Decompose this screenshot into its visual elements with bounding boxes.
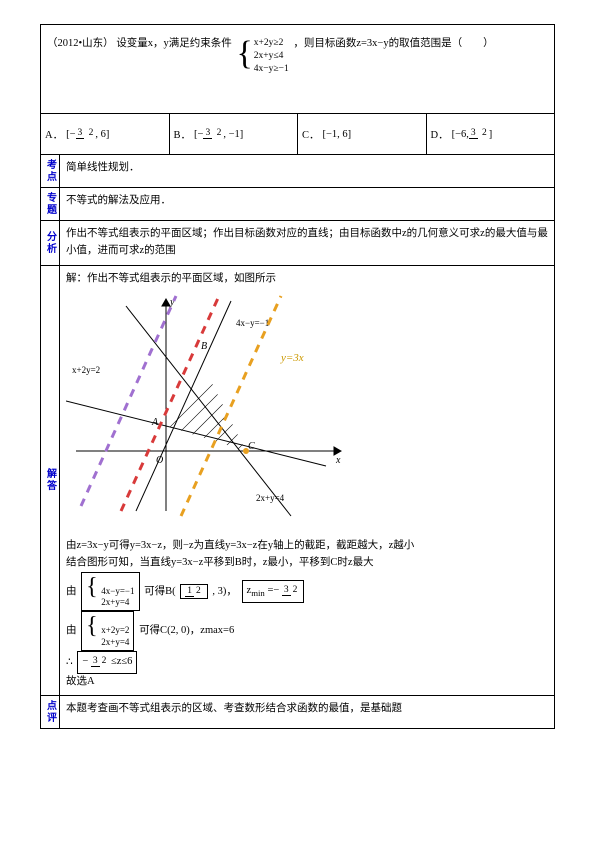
option-c-prefix: C． bbox=[302, 127, 320, 142]
option-d-tail: ] bbox=[489, 129, 493, 140]
option-b-lead: [− bbox=[194, 129, 203, 140]
fenxi-value: 作出不等式组表示的平面区域；作出目标函数对应的直线；由目标函数中z的几何意义可求… bbox=[60, 221, 554, 265]
y3x-label: y=3x bbox=[280, 352, 304, 364]
dianping-row: 点评 本题考查画不等式组表示的区域、考查数形结合求函数的最值，是基础题 bbox=[41, 696, 554, 729]
constraint-body: x+2y≥2 2x+y≤4 4x−y≥−1 bbox=[254, 37, 289, 75]
option-c-text: [−1, 6] bbox=[323, 129, 352, 140]
constraint-2: 2x+y≤4 bbox=[254, 50, 289, 63]
option-c[interactable]: C． [−1, 6] bbox=[298, 114, 427, 154]
solve-b: 由 { 4x−y=−1 2x+y=4 可得B( 12 , 3)， zmin =−… bbox=[66, 572, 548, 612]
constraint-3: 4x−y≥−1 bbox=[254, 63, 289, 76]
brace-icon: { bbox=[236, 37, 252, 75]
final-line: 故选A bbox=[66, 674, 548, 691]
option-b-prefix: B． bbox=[174, 127, 192, 142]
x-axis-label: x bbox=[335, 455, 341, 466]
solution-label: 解答 bbox=[41, 266, 60, 696]
kaodian-row: 考点 简单线性规划． bbox=[41, 155, 554, 188]
option-d[interactable]: D． [−6, 3 2 ] bbox=[427, 114, 555, 154]
option-d-lead: [−6, bbox=[452, 129, 469, 140]
option-d-frac: 3 2 bbox=[469, 129, 489, 139]
option-a[interactable]: A． [− 3 2 , 6] bbox=[41, 114, 170, 154]
vertex-b: B bbox=[201, 341, 207, 352]
point-c-icon bbox=[243, 448, 249, 454]
feasible-region-chart: y x O 4x−y=−1 x+2y=2 2x+y=4 bbox=[66, 291, 356, 528]
half-frac: 12 bbox=[180, 584, 208, 600]
zhuanti-label: 专题 bbox=[41, 188, 60, 220]
range-line: ∴ − 32 ≤z≤6 bbox=[66, 651, 548, 674]
system-c: { x+2y=2 2x+y=4 bbox=[81, 611, 134, 651]
zmin-box: zmin =− 32 bbox=[242, 580, 305, 603]
fenxi-row: 分析 作出不等式组表示的平面区域；作出目标函数对应的直线；由目标函数中z的几何意… bbox=[41, 221, 554, 266]
option-b-tail: , −1] bbox=[223, 129, 243, 140]
option-b[interactable]: B． [− 3 2 , −1] bbox=[170, 114, 299, 154]
brace-icon: { bbox=[86, 613, 98, 639]
l2-label: x+2y=2 bbox=[72, 365, 100, 375]
system-b: { 4x−y=−1 2x+y=4 bbox=[81, 572, 139, 612]
kaodian-value: 简单线性规划． bbox=[60, 155, 554, 187]
range-box: − 32 ≤z≤6 bbox=[77, 651, 137, 674]
problem-text: （2012•山东） 设变量x，y满足约束条件 { x+2y≥2 2x+y≤4 4… bbox=[47, 35, 548, 75]
solve-c: 由 { x+2y=2 2x+y=4 可得C(2, 0)，zmax=6 bbox=[66, 611, 548, 651]
vertex-c: C bbox=[248, 441, 255, 452]
brace-icon: { bbox=[86, 574, 98, 600]
option-a-prefix: A． bbox=[45, 127, 63, 142]
option-a-frac: 3 2 bbox=[76, 129, 96, 139]
option-a-lead: [− bbox=[66, 129, 75, 140]
option-b-frac: 3 2 bbox=[203, 129, 223, 139]
option-a-tail: , 6] bbox=[95, 129, 109, 140]
problem-post: ，则目标函数z=3x−y的取值范围是（ ） bbox=[293, 38, 493, 49]
chart-bg bbox=[66, 291, 356, 521]
vertex-a: A bbox=[151, 417, 159, 428]
zhuanti-value: 不等式的解法及应用． bbox=[60, 188, 554, 220]
problem-cell: （2012•山东） 设变量x，y满足约束条件 { x+2y≥2 2x+y≤4 4… bbox=[41, 25, 554, 114]
chart-svg: y x O 4x−y=−1 x+2y=2 2x+y=4 bbox=[66, 291, 356, 521]
dianping-label: 点评 bbox=[41, 696, 60, 728]
solution-row: 解答 解：作出不等式组表示的平面区域，如图所示 y x O bbox=[41, 266, 554, 697]
solution-line1: 由z=3x−y可得y=3x−z，则−z为直线y=3x−z在y轴上的截距，截距越大… bbox=[66, 538, 548, 555]
constraint-system: { x+2y≥2 2x+y≤4 4x−y≥−1 bbox=[236, 37, 288, 75]
l1-label: 4x−y=−1 bbox=[236, 318, 269, 328]
dianping-value: 本题考查画不等式组表示的区域、考查数形结合求函数的最值，是基础题 bbox=[60, 696, 554, 728]
zhuanti-row: 专题 不等式的解法及应用． bbox=[41, 188, 554, 221]
solution-head: 解：作出不等式组表示的平面区域，如图所示 bbox=[66, 271, 548, 288]
option-d-prefix: D． bbox=[431, 127, 449, 142]
options-row: A． [− 3 2 , 6] B． [− 3 2 , −1] C． [−1, 6… bbox=[41, 114, 554, 155]
solution-body: 解：作出不等式组表示的平面区域，如图所示 y x O bbox=[60, 266, 554, 696]
solution-line2: 结合图形可知，当直线y=3x−z平移到B时，z最小，平移到C时z最大 bbox=[66, 555, 548, 572]
l3-label: 2x+y=4 bbox=[256, 493, 285, 503]
kaodian-label: 考点 bbox=[41, 155, 60, 187]
fenxi-label: 分析 bbox=[41, 221, 60, 265]
page-frame: （2012•山东） 设变量x，y满足约束条件 { x+2y≥2 2x+y≤4 4… bbox=[40, 24, 555, 729]
problem-pre: 设变量x，y满足约束条件 bbox=[116, 38, 232, 49]
problem-source: （2012•山东） bbox=[47, 38, 114, 49]
constraint-1: x+2y≥2 bbox=[254, 37, 289, 50]
